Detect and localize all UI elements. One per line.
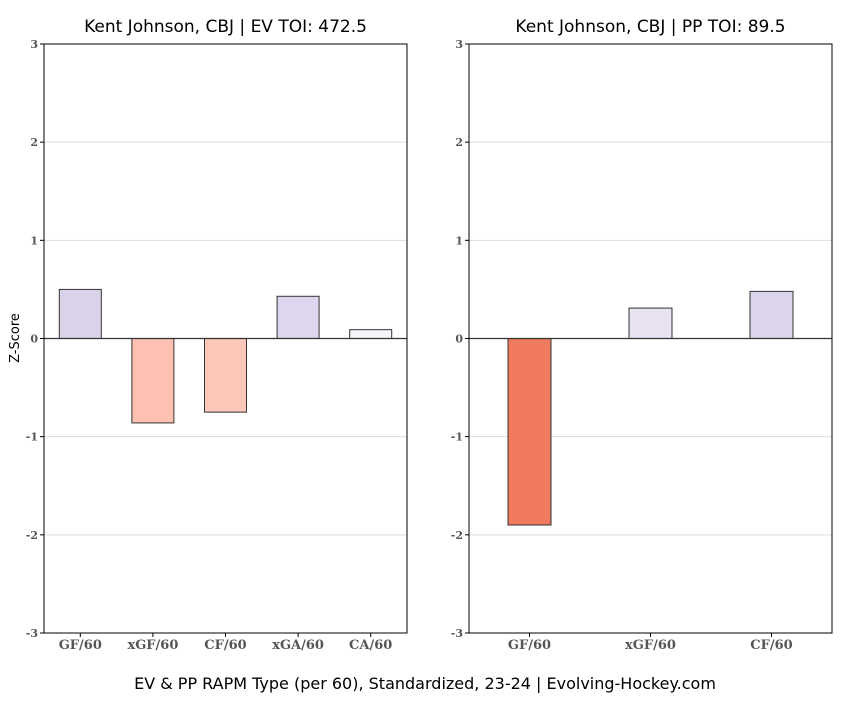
chart-1-title: Kent Johnson, CBJ | PP TOI: 89.5: [515, 17, 785, 37]
chart-0-bar-gf-60: [58, 288, 102, 339]
chart-0-title: Kent Johnson, CBJ | EV TOI: 472.5: [84, 17, 367, 37]
chart-0-xtick-label: CA/60: [349, 638, 392, 653]
chart-1-bar-gf-60: [507, 338, 552, 526]
chart-0-xtick-label: GF/60: [59, 638, 102, 653]
chart-0-xtick-label: xGA/60: [272, 638, 324, 653]
chart-1-xtick-label: CF/60: [750, 638, 792, 653]
chart-1-ytick-label: 1: [455, 234, 463, 247]
chart-1-bar-xgf-60: [628, 307, 673, 339]
chart-1-ytick-label: -2: [451, 529, 463, 542]
chart-0-bar-xga-60: [276, 295, 320, 339]
chart-0-ytick-label: 2: [30, 136, 38, 149]
chart-0-ytick-label: 1: [30, 234, 38, 247]
chart-1-ytick-label: -3: [451, 627, 463, 640]
chart-1-ytick-label: 3: [455, 38, 463, 51]
chart-1-bar-cf-60: [749, 290, 794, 340]
chart-0-ytick-label: -1: [26, 431, 38, 444]
chart-1-ytick-label: 0: [455, 333, 463, 346]
chart-0-bar-cf-60: [204, 338, 247, 413]
ev-rapm-panel: -3 -2 -1 0 1 2 3 GF/60 xGF/60 CF/60 xGA/60 CA/60 Ken…: [8, 17, 408, 653]
chart-0-xtick-label: CF/60: [204, 638, 246, 653]
chart-0-ytick-label: -2: [26, 529, 38, 542]
chart-0-ytick-label: 3: [30, 38, 38, 51]
chart-0-ytick-label: -3: [26, 627, 38, 640]
chart-footer: EV & PP RAPM Type (per 60), Standardized…: [134, 674, 716, 693]
chart-0-ytick-label: 0: [30, 333, 38, 346]
chart-1-xtick-label: xGF/60: [625, 638, 676, 653]
chart-0-bar-xgf-60: [131, 338, 175, 424]
chart-0-bar-ca-60: [349, 329, 393, 340]
pp-rapm-panel: -3 -2 -1 0 1 2 3 GF/60 xGF/60 CF/60 Kent Johnson, …: [451, 17, 833, 653]
chart-1-ytick-label: -1: [451, 431, 463, 444]
chart-0-xtick-label: xGF/60: [127, 638, 178, 653]
chart-0-ylabel: Z-Score: [8, 313, 23, 363]
chart-1-xtick-label: GF/60: [508, 638, 551, 653]
chart-1-ytick-label: 2: [455, 136, 463, 149]
